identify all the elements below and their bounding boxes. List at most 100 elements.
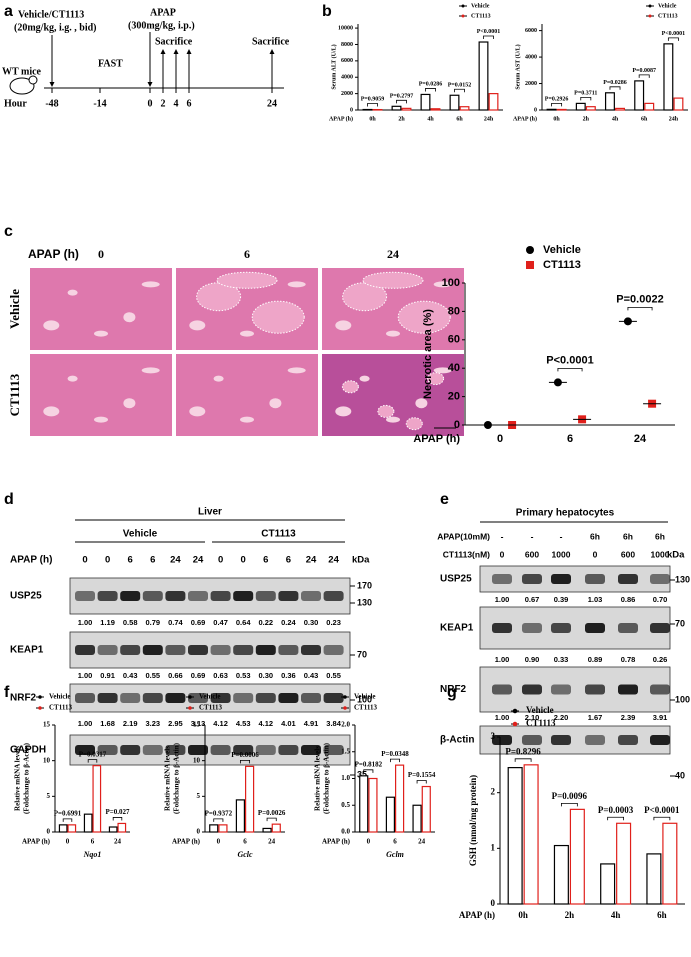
y-tick-label: 15 [43, 721, 51, 729]
bar [83, 813, 93, 833]
x-tick-label: 0h [553, 116, 560, 122]
y-tick-label: 5 [47, 792, 51, 800]
necrosis-outline [362, 271, 424, 289]
chart-title: Gclm [386, 850, 404, 859]
necrosis-outline [397, 300, 451, 334]
y-axis-label: (Foldchange to β-Actin) [23, 742, 31, 814]
bracket [266, 817, 277, 822]
legend-label: CT1113 [199, 704, 222, 712]
lane-label: 24 [328, 555, 339, 566]
band-quantification: 1.00 [495, 713, 510, 722]
x-tick-label: 2h [583, 116, 590, 122]
mw-marker: 40 [675, 770, 685, 780]
vessel [213, 375, 224, 382]
vessel [189, 406, 206, 417]
blot-band [323, 693, 344, 703]
bracket [454, 88, 465, 93]
blot-band [323, 745, 344, 755]
bar [401, 107, 412, 111]
bracket [609, 86, 621, 90]
lane-label: 0 [218, 555, 223, 566]
band-quantification: 0.55 [326, 671, 341, 680]
necrosis-outline [377, 404, 395, 418]
blot-band [650, 735, 670, 745]
bar [412, 804, 422, 833]
band-quantification: 2.95 [168, 719, 183, 728]
band-quantification: 3.13 [191, 719, 206, 728]
necrosis-outline [216, 271, 278, 289]
blot-band [210, 693, 231, 703]
legend-label: Vehicle [658, 3, 677, 9]
x-tick-label: 6 [567, 433, 573, 445]
blot-band [650, 574, 670, 584]
lane-label: 0 [82, 555, 87, 566]
legend-marker [648, 14, 652, 18]
bracket [240, 759, 250, 764]
p-value: P=0.0003 [598, 805, 634, 815]
blot-band [165, 645, 186, 655]
group-label: Vehicle [123, 529, 158, 540]
lane-label: 6 [286, 555, 291, 566]
vessel [415, 398, 428, 409]
vessel [433, 281, 452, 288]
lane-label: 6h [623, 531, 633, 541]
blot-band [323, 645, 344, 655]
p-value: P<0.0001 [477, 29, 501, 35]
legend-marker [526, 261, 534, 269]
panel-letter: c [4, 223, 13, 240]
blot-band [120, 645, 141, 655]
protein-label: KEAP1 [10, 645, 44, 656]
legend-label: Vehicle [526, 705, 554, 715]
blot-title: Liver [198, 507, 222, 518]
band-quantification: 0.63 [213, 671, 228, 680]
y-axis-label: Relative mRNA levels [164, 746, 172, 811]
band-quantification: 0.26 [653, 655, 668, 664]
x-axis-label: APAP (h) [329, 115, 353, 122]
lane-label: - [501, 531, 504, 541]
lane-label: 0 [593, 549, 598, 559]
mouse-icon [9, 77, 35, 95]
y-axis-label: Serum AST (U/L) [514, 44, 521, 89]
legend-marker [526, 246, 534, 254]
blot-band [165, 591, 186, 601]
blot-band [551, 684, 571, 695]
y-tick-label: 20 [448, 391, 460, 403]
band-quantification: 0.69 [191, 671, 206, 680]
protein-label: NRF2 [10, 693, 37, 704]
x-tick-label: 0 [66, 838, 70, 846]
blot-band [522, 684, 542, 695]
protein-label: β-Actin [440, 735, 474, 746]
bracket [627, 306, 653, 311]
legend-marker [648, 4, 652, 8]
mw-marker: 170 [357, 580, 372, 590]
vessel [287, 281, 306, 288]
band-quantification: 0.90 [525, 655, 540, 664]
y-tick-label: 0 [350, 107, 353, 113]
bar [262, 827, 272, 833]
p-value: P<0.0001 [662, 31, 686, 37]
legend-marker [461, 4, 465, 8]
bracket [560, 802, 578, 807]
bar [673, 97, 684, 111]
timepoint: 24 [267, 98, 277, 109]
band-quantification: 0.36 [281, 671, 296, 680]
bar [421, 785, 431, 833]
blot-band [188, 745, 208, 755]
blot-band [97, 645, 118, 655]
mice-label: WT mice [2, 66, 42, 77]
necrosis-outline [405, 417, 423, 431]
y-axis-label: Serum ALT (U/L) [330, 44, 337, 89]
group-label: CT1113 [261, 529, 296, 540]
band-quantification: 0.23 [326, 618, 341, 627]
vessel [141, 281, 160, 288]
histology-axis-label: APAP (h) [28, 247, 79, 261]
lane-label: 600 [621, 549, 635, 559]
y-tick-label: 1.0 [341, 774, 350, 782]
vessel [433, 367, 452, 374]
blot-band [278, 693, 299, 703]
vessel [123, 398, 136, 409]
band-quantification: 0.47 [213, 618, 228, 627]
micrograph [30, 268, 172, 350]
necrosis-outline [251, 300, 305, 334]
y-tick-label: 2000 [341, 91, 353, 97]
